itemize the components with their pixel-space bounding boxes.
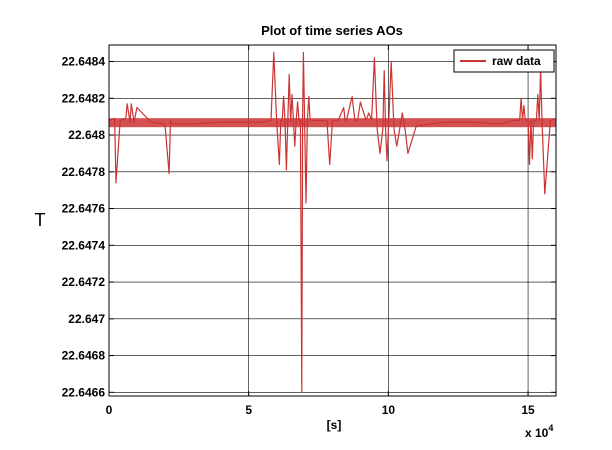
y-tick-label: 22.6482 [62, 91, 106, 105]
legend-box [453, 49, 555, 73]
plot-area [109, 45, 556, 396]
x-tick-label: 15 [521, 403, 535, 417]
series-raw-data-line [108, 51, 557, 393]
ticks: 22.6466 22.6468 22.647 22.6472 22.6474 22.647… [62, 45, 556, 417]
plot-frame [108, 44, 557, 397]
x-axis-multiplier: x 104 [525, 423, 553, 440]
y-tick-label: 22.648 [68, 128, 105, 142]
y-tick-label: 22.6474 [62, 238, 106, 252]
chart-title: Plot of time series AOs [261, 23, 403, 38]
x-tick-label: 10 [382, 403, 396, 417]
y-tick-label: 22.6484 [62, 55, 106, 69]
x-axis-multiplier-exponent: 4 [548, 423, 553, 433]
y-tick-label: 22.6478 [62, 165, 106, 179]
legend: raw data [453, 49, 555, 73]
y-tick-label: 22.6476 [62, 202, 106, 216]
x-tick-label: 5 [245, 403, 252, 417]
y-tick-label: 22.647 [68, 312, 105, 326]
y-tick-label: 22.6472 [62, 275, 106, 289]
y-axis-label: T [35, 210, 46, 230]
x-tick-label: 0 [106, 403, 113, 417]
legend-label: raw data [492, 54, 541, 68]
x-axis-label: [s] [327, 418, 342, 432]
y-tick-label: 22.6468 [62, 349, 106, 363]
y-tick-label: 22.6466 [62, 385, 106, 399]
